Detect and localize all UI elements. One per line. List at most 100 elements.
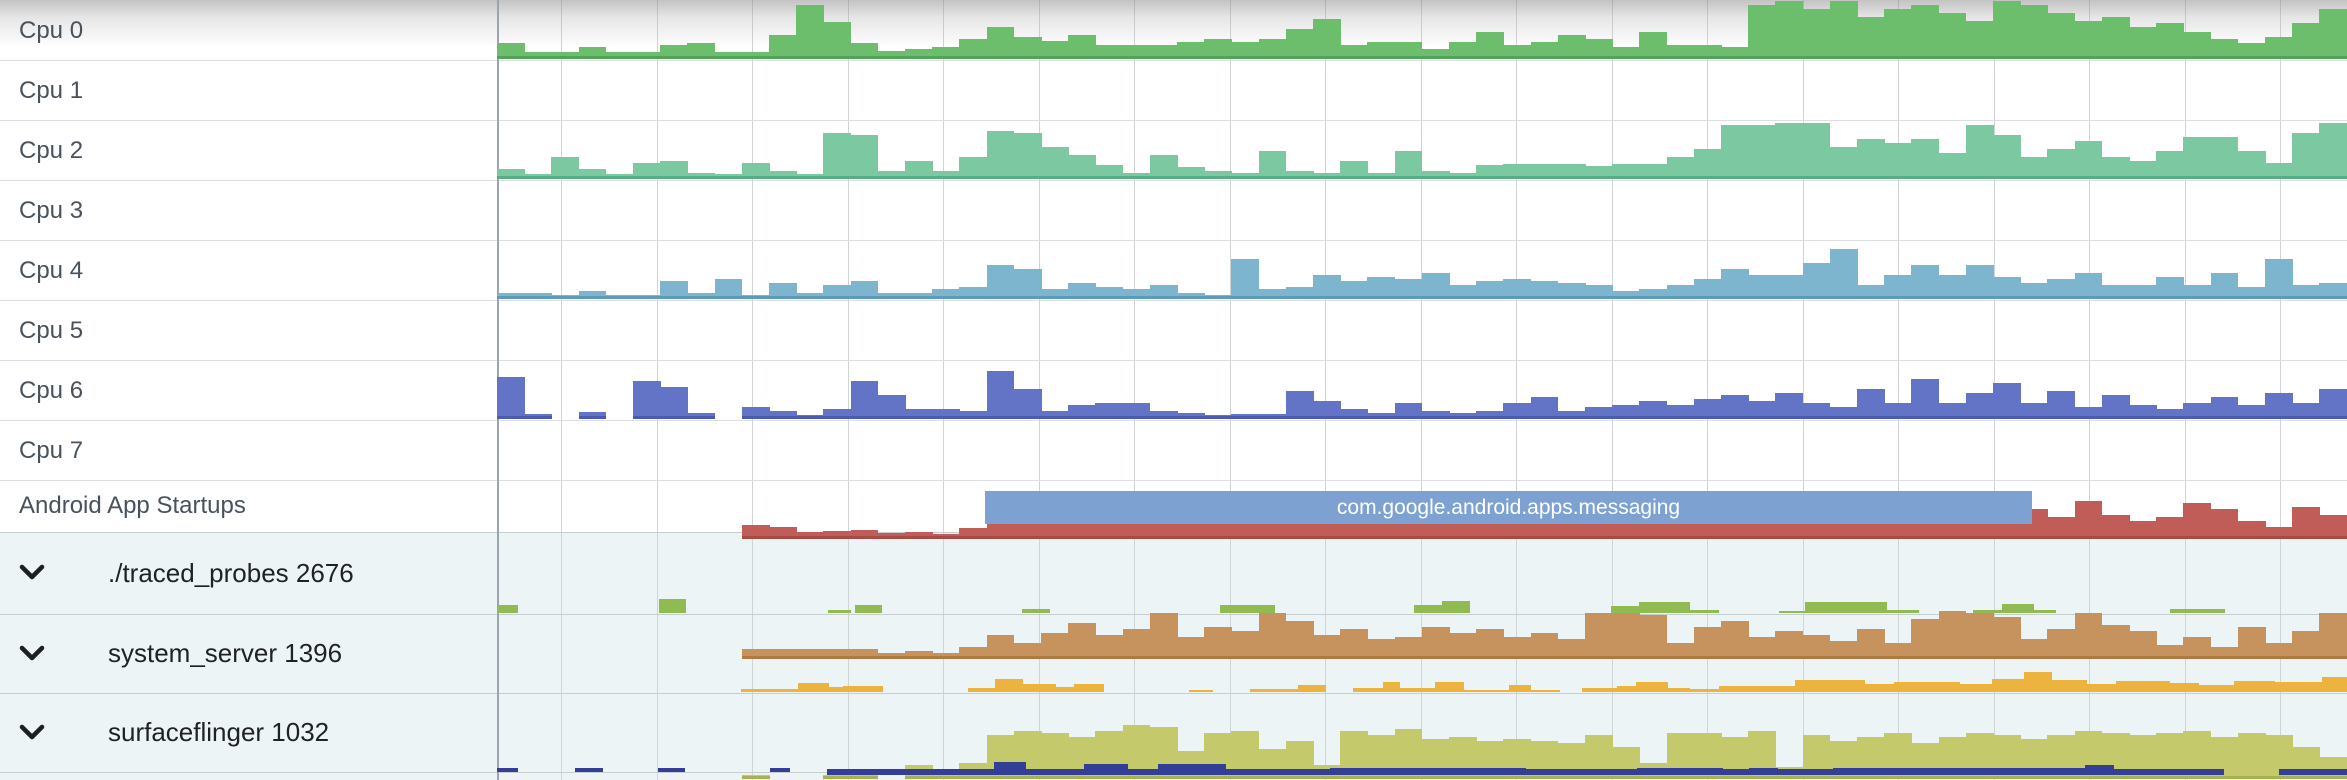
cpu-usage-bar — [2020, 157, 2049, 179]
cpu-usage-baseline — [1965, 416, 1994, 419]
process-summary-bar — [770, 768, 790, 772]
cpu-usage-bar — [769, 283, 797, 299]
cpu-track-row-5[interactable] — [0, 300, 2347, 659]
cpu-usage-bar — [1313, 275, 1341, 299]
cpu-track-label: Cpu 3 — [19, 197, 84, 224]
startup-slice[interactable]: com.google.android.apps.messaging — [985, 491, 2032, 524]
cpu-usage-baseline — [1802, 296, 1831, 299]
cpu-usage-bar — [1666, 45, 1695, 59]
process-summary-bar — [1435, 682, 1464, 692]
cpu-usage-baseline — [1013, 416, 1042, 419]
cpu-usage-baseline — [1122, 776, 1151, 779]
process-track-group-0[interactable]: ./traced_probes 2676 — [0, 532, 2347, 614]
cpu-track-row-1[interactable] — [0, 60, 2347, 179]
cpu-usage-baseline — [1149, 776, 1178, 779]
cpu-usage-baseline — [1285, 176, 1314, 179]
cpu-usage-bar — [1503, 637, 1532, 659]
cpu-usage-baseline — [1340, 56, 1369, 59]
row-border — [0, 300, 2347, 301]
process-summary-bar — [1330, 768, 1526, 775]
cpu-usage-bar — [2156, 409, 2185, 419]
cpu-usage-bar — [1748, 275, 1777, 299]
cpu-usage-baseline — [850, 296, 879, 299]
cpu-usage-baseline — [1258, 536, 1287, 539]
cpu-usage-bar — [2101, 625, 2130, 659]
cpu-usage-bar — [2156, 277, 2185, 299]
cpu-usage-bar — [1530, 397, 1559, 419]
cpu-usage-baseline — [1721, 176, 1749, 179]
cpu-usage-baseline — [823, 536, 852, 539]
chevron-down-icon[interactable] — [18, 563, 46, 583]
cpu-usage-bar — [769, 649, 797, 659]
cpu-usage-bar — [1122, 45, 1151, 59]
cpu-usage-bar — [1938, 153, 1967, 179]
cpu-usage-baseline — [850, 416, 879, 419]
cpu-usage-baseline — [1367, 656, 1396, 659]
cpu-usage-bar — [1258, 151, 1287, 179]
cpu-usage-baseline — [932, 416, 961, 419]
cpu-usage-baseline — [1476, 536, 1505, 539]
cpu-usage-bar — [1693, 279, 1722, 299]
cpu-usage-baseline — [1449, 416, 1477, 419]
process-track-group-1[interactable]: system_server 1396 — [0, 614, 2347, 693]
cpu-usage-baseline — [1884, 176, 1913, 179]
process-summary-bar — [1960, 684, 1992, 692]
cpu-usage-baseline — [1068, 776, 1097, 779]
cpu-usage-baseline — [796, 296, 825, 299]
cpu-usage-baseline — [1829, 776, 1858, 779]
process-summary-bar — [1690, 689, 1719, 692]
grid-line — [752, 0, 753, 780]
android-app-startups-track[interactable]: Android App Startups com.google.android.… — [0, 480, 2347, 532]
chevron-down-icon[interactable] — [18, 723, 46, 743]
cpu-usage-bar — [1340, 629, 1369, 659]
cpu-usage-bar — [1122, 403, 1151, 419]
cpu-track-row-0[interactable] — [0, 0, 2347, 60]
cpu-usage-baseline — [932, 296, 961, 299]
cpu-usage-baseline — [1122, 296, 1151, 299]
cpu-usage-bar — [2074, 613, 2103, 659]
process-track-group-2[interactable]: surfaceflinger 1032 — [0, 693, 2347, 772]
cpu-usage-bar — [1258, 613, 1287, 659]
grid-line — [1325, 0, 1326, 780]
cpu-usage-bar — [1857, 285, 1885, 299]
cpu-usage-baseline — [1585, 776, 1613, 779]
cpu-usage-bar — [2047, 13, 2076, 59]
chevron-down-icon[interactable] — [18, 644, 46, 664]
cpu-usage-baseline — [2047, 656, 2076, 659]
cpu-usage-baseline — [2319, 656, 2347, 659]
cpu-usage-baseline — [1557, 536, 1586, 539]
cpu-usage-bar — [497, 377, 525, 419]
cpu-usage-bar — [2020, 639, 2049, 659]
cpu-usage-bar — [1041, 633, 1069, 659]
cpu-usage-baseline — [1285, 296, 1314, 299]
cpu-usage-baseline — [1884, 536, 1913, 539]
cpu-track-row-2[interactable] — [0, 120, 2347, 299]
cpu-usage-baseline — [633, 416, 661, 419]
cpu-usage-bar — [877, 51, 906, 59]
cpu-usage-baseline — [2183, 656, 2212, 659]
cpu-usage-baseline — [986, 56, 1015, 59]
cpu-usage-bar — [1857, 139, 1885, 179]
process-summary-bar — [1617, 686, 1636, 692]
cpu-usage-baseline — [959, 56, 988, 59]
cpu-usage-bar — [2101, 285, 2130, 299]
cpu-usage-baseline — [2020, 776, 2049, 779]
cpu-usage-baseline — [1721, 656, 1749, 659]
cpu-usage-bar — [2074, 21, 2103, 59]
cpu-usage-bar — [1802, 9, 1831, 59]
cpu-usage-baseline — [1149, 176, 1178, 179]
cpu-usage-bar — [1965, 613, 1994, 659]
cpu-usage-baseline — [1068, 536, 1097, 539]
cpu-usage-baseline — [2101, 536, 2130, 539]
cpu-track-row-3[interactable] — [0, 180, 2347, 419]
process-summary-bar — [1189, 690, 1213, 692]
cpu-usage-bar — [1095, 635, 1124, 659]
cpu-usage-baseline — [1557, 656, 1586, 659]
process-summary-bar — [1582, 688, 1617, 692]
cpu-usage-baseline — [986, 776, 1015, 779]
cpu-usage-baseline — [2101, 56, 2130, 59]
cpu-usage-bar — [1041, 411, 1069, 419]
cpu-usage-baseline — [2292, 296, 2321, 299]
cpu-usage-bar — [1095, 403, 1124, 419]
